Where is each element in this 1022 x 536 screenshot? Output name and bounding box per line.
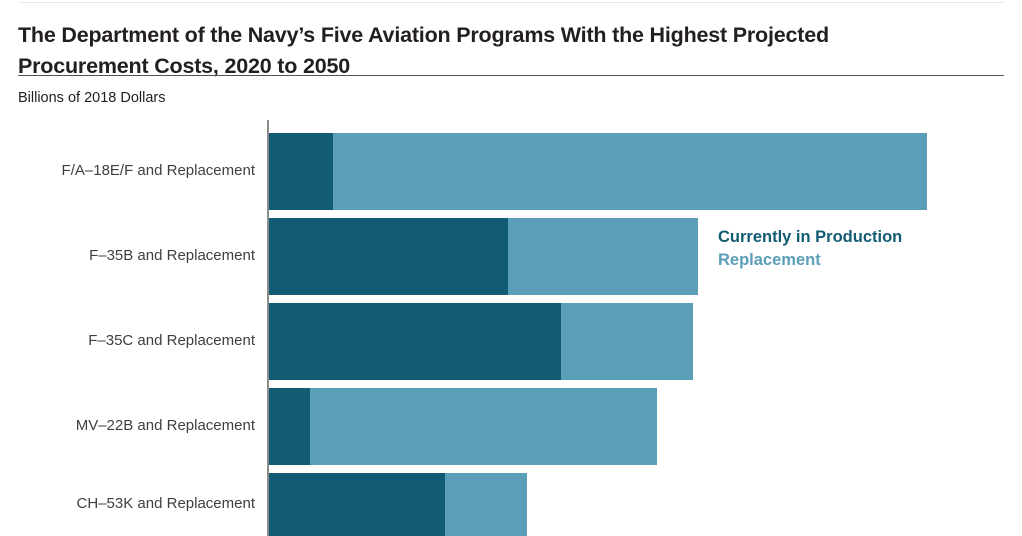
bar-row: MV–22B and Replacement: [0, 388, 1022, 465]
category-label: F–35B and Replacement: [89, 246, 255, 264]
category-label: CH–53K and Replacement: [76, 494, 255, 512]
bar-track: [269, 218, 698, 295]
page-title: The Department of the Navy’s Five Aviati…: [18, 23, 829, 79]
chart-legend: Currently in Production Replacement: [718, 226, 902, 272]
bar-segment-production[interactable]: [269, 218, 508, 295]
bar-segment-replacement[interactable]: [508, 218, 698, 295]
chart-subtitle: Billions of 2018 Dollars: [18, 90, 166, 106]
legend-entry-replacement: Replacement: [718, 250, 821, 269]
bar-track: [269, 303, 693, 380]
bar-segment-production[interactable]: [269, 473, 445, 536]
bar-segment-replacement[interactable]: [310, 388, 657, 465]
category-label: MV–22B and Replacement: [75, 416, 255, 434]
title-divider: [18, 75, 1004, 76]
bar-track: [269, 473, 527, 536]
top-divider: [18, 2, 1004, 3]
category-label: F/A–18E/F and Replacement: [61, 161, 255, 179]
bar-segment-production[interactable]: [269, 133, 333, 210]
bar-segment-replacement[interactable]: [561, 303, 693, 380]
category-label: F–35C and Replacement: [88, 331, 255, 349]
bar-row: F–35B and Replacement: [0, 218, 1022, 295]
bar-segment-production[interactable]: [269, 388, 310, 465]
bar-track: [269, 133, 927, 210]
legend-entry-production: Currently in Production: [718, 228, 903, 246]
bar-segment-production[interactable]: [269, 303, 561, 380]
bar-row: F/A–18E/F and Replacement: [0, 133, 1022, 210]
bar-track: [269, 388, 657, 465]
bar-row: F–35C and Replacement: [0, 303, 1022, 380]
bar-segment-replacement[interactable]: [445, 473, 527, 536]
value-axis-line: [267, 120, 269, 536]
bar-segment-replacement[interactable]: [333, 133, 927, 210]
bar-row: CH–53K and Replacement: [0, 473, 1022, 536]
